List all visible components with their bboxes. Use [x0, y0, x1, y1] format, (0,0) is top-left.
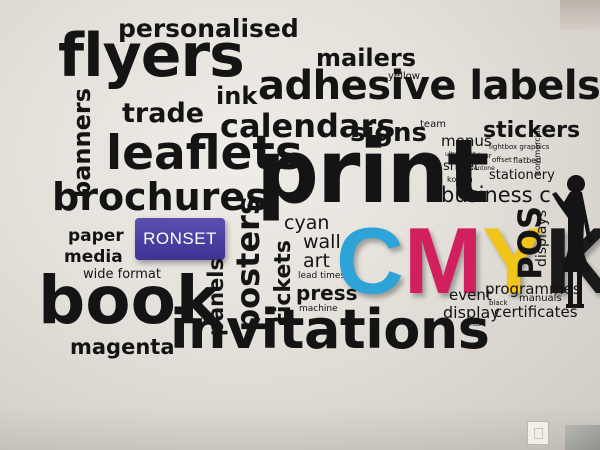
word-print: print: [256, 120, 489, 223]
word-displays: displays: [534, 210, 550, 268]
word-stands: stands: [461, 321, 481, 328]
word-calendars: calendars: [220, 107, 396, 145]
word-programmes: programmes: [485, 280, 581, 298]
word-display: display: [443, 303, 500, 322]
word-offset: offset: [492, 156, 512, 164]
word-stickers: stickers: [483, 118, 581, 143]
word-stationery: stationery: [489, 168, 555, 183]
word-team: team: [420, 119, 446, 130]
girl-silhouette: [552, 175, 592, 308]
word-cyan: cyan: [284, 212, 330, 234]
word-leaflets: leaflets: [106, 126, 303, 181]
word-adhesive-labels: adhesive labels: [258, 63, 600, 109]
word-book: book: [38, 262, 220, 339]
word-ink: ink: [216, 82, 258, 110]
floor-shadow: [0, 405, 600, 450]
word-personalised: personalised: [118, 14, 299, 43]
glass-panel: [565, 425, 600, 450]
word-invitations: invitations: [170, 298, 490, 361]
word-colour: colour: [470, 152, 492, 160]
word-yellow: yellow: [388, 71, 420, 82]
cmyk-letter-m: M: [403, 208, 483, 313]
ceiling-corner: [560, 0, 600, 30]
word-lead-times: lead times: [298, 271, 346, 281]
word-business-cards: business cards: [441, 185, 551, 206]
word-ultraviolet: ultraviolet: [445, 151, 476, 158]
ronset-logo-text: RONSET: [143, 229, 217, 248]
word-flatbed: flatbed: [513, 156, 542, 165]
word-event: event: [449, 286, 492, 304]
cmyk-letter-c: C: [336, 208, 404, 313]
word-mailers: mailers: [316, 44, 417, 72]
word-wide-format: wide format: [83, 267, 161, 282]
word-manuals: manuals: [519, 293, 562, 304]
word-signs: signs: [350, 118, 427, 148]
word-wall: wall: [303, 231, 341, 253]
word-pantone: pantone: [470, 165, 495, 172]
word-trade: trade: [122, 98, 205, 129]
word-flyers: flyers: [58, 21, 245, 91]
word-machine: machine: [299, 304, 338, 314]
wall-socket: [527, 421, 549, 445]
word-brochures: brochures: [52, 175, 268, 219]
word-konica: konica: [447, 175, 473, 184]
word-lightbox-graphics: lightbox graphics: [489, 143, 550, 151]
cmyk-letter-y: Y: [482, 208, 545, 313]
ronset-logo: RONSET: [135, 218, 225, 260]
word-sheet: sheet: [443, 159, 480, 174]
word-art: art: [303, 250, 330, 272]
word-paper: paper: [68, 226, 124, 246]
word-black: black: [489, 299, 508, 307]
word-certificates: certificates: [494, 303, 578, 321]
word-menus: menus: [441, 132, 492, 150]
word-magenta: magenta: [70, 335, 175, 359]
word-media: media: [64, 247, 123, 267]
word-press: press: [296, 281, 358, 305]
